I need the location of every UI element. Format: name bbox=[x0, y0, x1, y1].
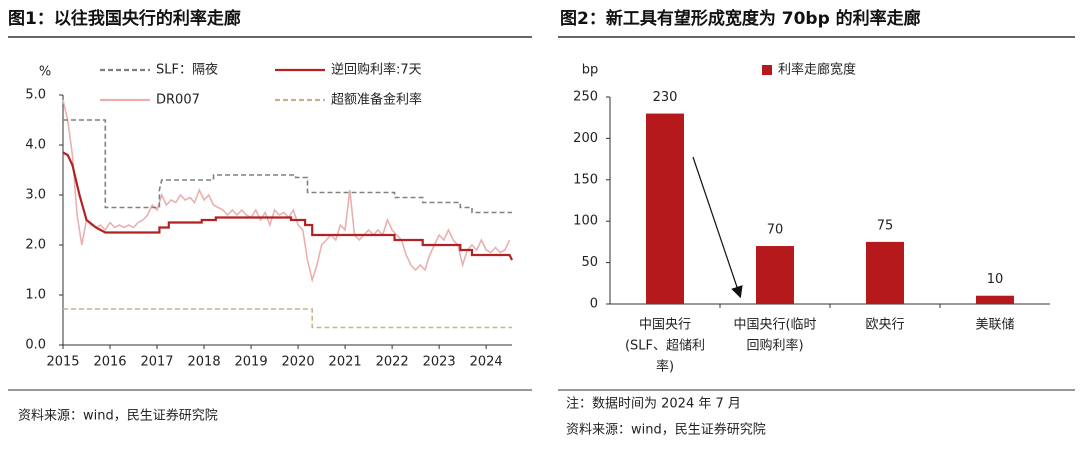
value-label: 10 bbox=[987, 272, 1004, 287]
legend-swatch bbox=[762, 65, 772, 75]
value-label: 75 bbox=[877, 218, 894, 233]
x-tick-label: 2021 bbox=[329, 355, 362, 370]
legend-label: 逆回购利率:7天 bbox=[331, 62, 422, 78]
y-tick-label: 250 bbox=[573, 90, 598, 105]
x-tick-label: 2020 bbox=[282, 355, 315, 370]
bar bbox=[976, 295, 1014, 304]
annotation-arrow bbox=[692, 156, 743, 299]
bar bbox=[866, 241, 904, 304]
y-tick-label: 200 bbox=[573, 131, 598, 146]
x-tick-label: 2019 bbox=[235, 355, 268, 370]
x-tick-label: 率) bbox=[656, 359, 674, 375]
x-tick-label: 2018 bbox=[188, 355, 221, 370]
x-tick-label: 2023 bbox=[423, 355, 456, 370]
x-tick-label: 欧央行 bbox=[865, 318, 904, 333]
x-tick-label: 2022 bbox=[376, 355, 409, 370]
y-tick-label: 4.0 bbox=[25, 138, 46, 153]
chart-title: 图2：新工具有望形成宽度为 70bp 的利率走廊 bbox=[560, 8, 921, 29]
bar bbox=[756, 246, 794, 304]
note: 注：数据时间为 2024 年 7 月 bbox=[566, 397, 741, 412]
y-tick-label: 100 bbox=[573, 214, 598, 229]
y-axis-label: bp bbox=[582, 63, 599, 78]
y-tick-label: 3.0 bbox=[25, 188, 46, 203]
value-label: 230 bbox=[653, 90, 678, 105]
x-tick-label: 回购利率) bbox=[746, 338, 803, 354]
legend-label: SLF：隔夜 bbox=[156, 63, 218, 78]
x-tick-label: 2016 bbox=[93, 355, 126, 370]
y-tick-label: 50 bbox=[581, 255, 598, 270]
series-line bbox=[62, 151, 513, 261]
y-tick-label: 1.0 bbox=[25, 288, 46, 303]
x-tick-label: 中国央行(临时 bbox=[733, 318, 816, 333]
x-tick-label: 中国央行 bbox=[639, 318, 691, 333]
y-axis-label: % bbox=[39, 65, 51, 80]
x-tick-label: (SLF、超储利 bbox=[625, 339, 705, 354]
y-tick-label: 150 bbox=[573, 172, 598, 187]
legend-label: 利率走廊宽度 bbox=[778, 62, 856, 78]
chart-title: 图1：以往我国央行的利率走廊 bbox=[8, 8, 241, 29]
x-tick-label: 2015 bbox=[46, 355, 79, 370]
bar bbox=[646, 113, 684, 304]
value-label: 70 bbox=[767, 223, 784, 238]
series-line bbox=[62, 99, 511, 284]
x-tick-label: 2017 bbox=[140, 355, 173, 370]
y-tick-label: 5.0 bbox=[25, 88, 46, 103]
legend-label: 超额准备金利率 bbox=[331, 92, 422, 108]
x-tick-label: 美联储 bbox=[975, 318, 1014, 333]
series-line bbox=[63, 119, 512, 214]
legend-label: DR007 bbox=[156, 93, 200, 108]
x-tick-label: 2024 bbox=[470, 355, 503, 370]
source: 资料来源：wind，民生证券研究院 bbox=[566, 422, 766, 438]
y-tick-label: 0.0 bbox=[25, 338, 46, 353]
y-tick-label: 2.0 bbox=[25, 238, 46, 253]
source: 资料来源：wind，民生证券研究院 bbox=[18, 408, 218, 424]
series-line bbox=[63, 308, 512, 329]
y-tick-label: 0 bbox=[590, 297, 598, 312]
